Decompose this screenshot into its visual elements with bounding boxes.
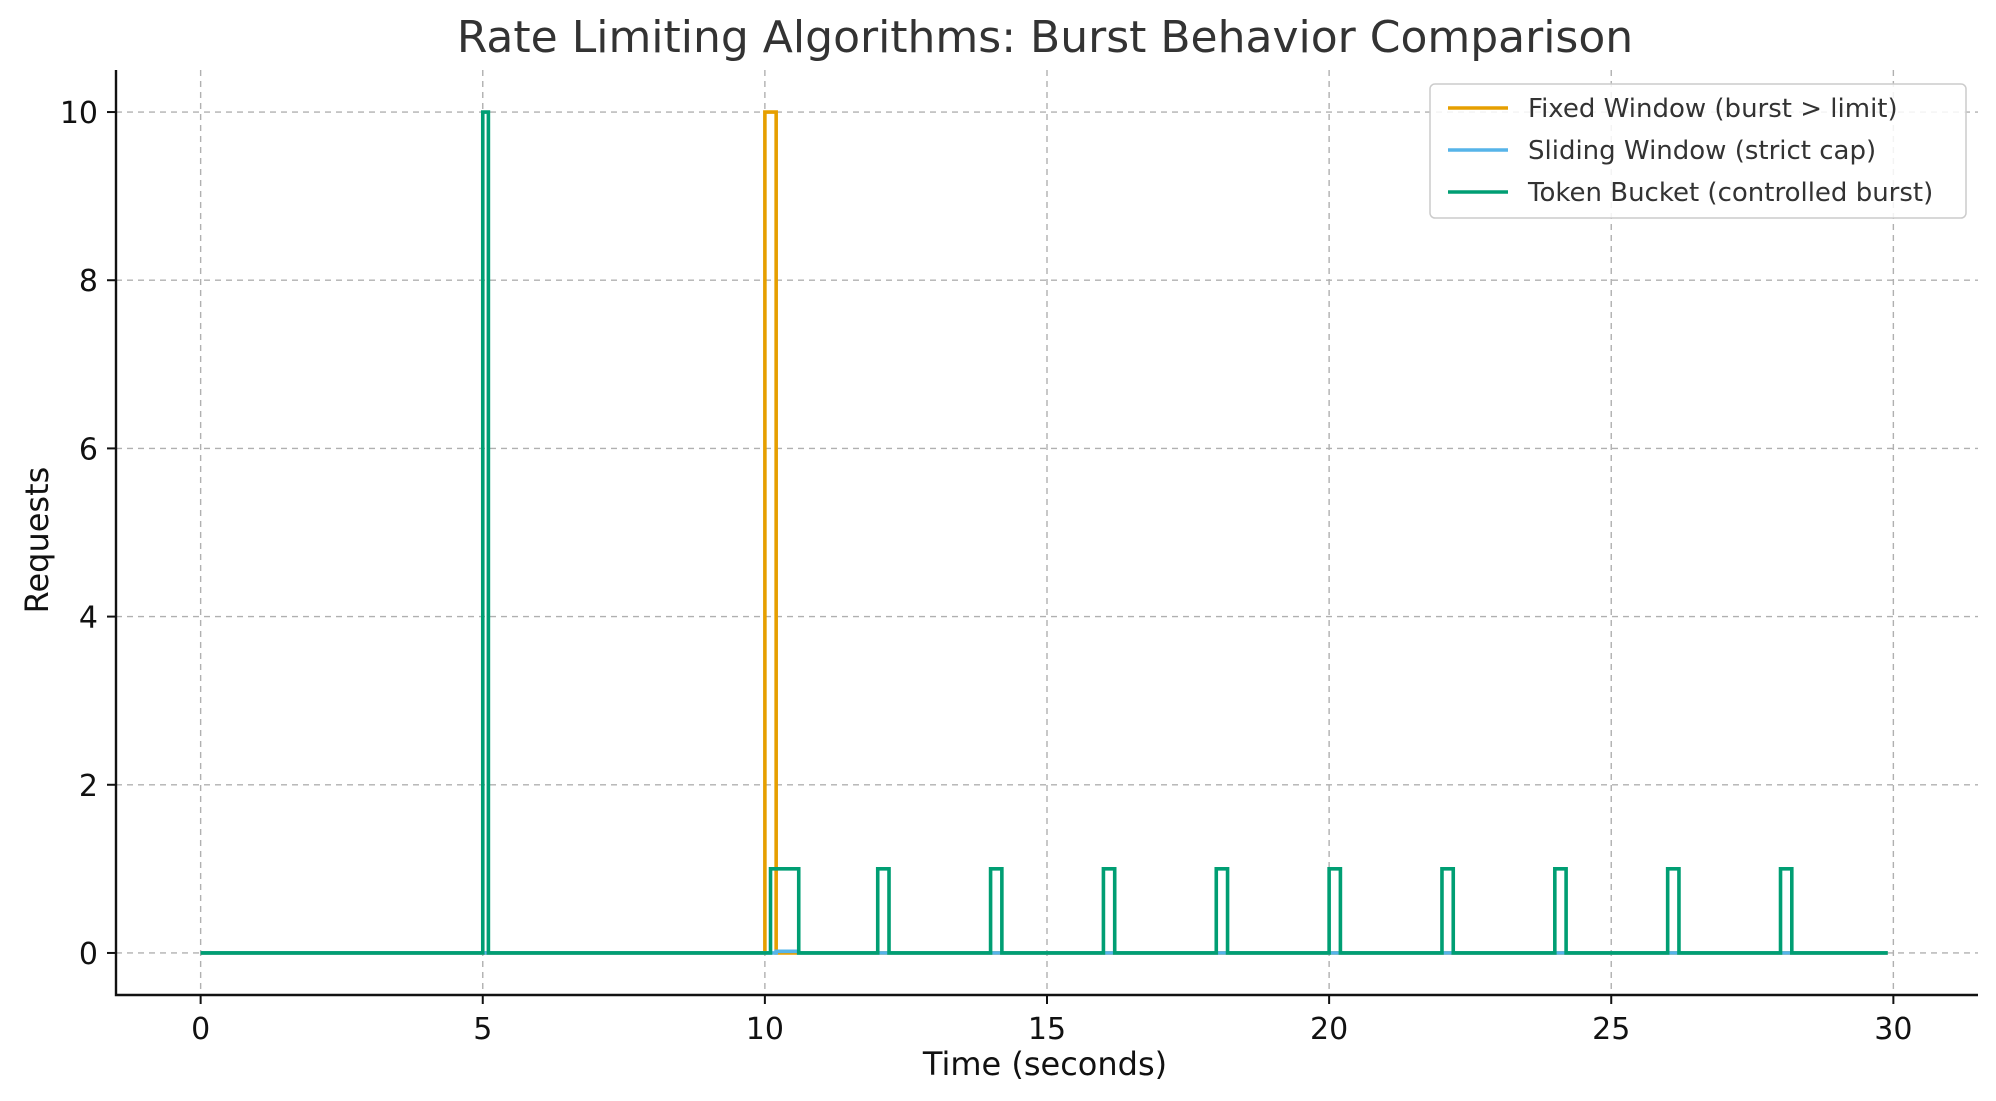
axes-layer xyxy=(114,70,1978,997)
x-tick-label: 10 xyxy=(746,1012,784,1047)
ticks-layer: 0 5 10 15 20 25 30 0 2 4 6 8 10 xyxy=(60,96,1913,1047)
x-tick-label: 0 xyxy=(191,1012,210,1047)
x-tick-label: 30 xyxy=(1874,1012,1912,1047)
y-tick-label: 4 xyxy=(79,601,98,636)
legend: Fixed Window (burst > limit) Sliding Wind… xyxy=(1429,83,1967,219)
x-axis-label: Time (seconds) xyxy=(922,1045,1167,1083)
x-tick-label: 20 xyxy=(1310,1012,1348,1047)
x-tick-label: 15 xyxy=(1028,1012,1066,1047)
y-axis-label: Requests xyxy=(18,467,56,614)
series-line-3 xyxy=(200,110,1888,955)
series-line-1 xyxy=(200,110,1888,955)
y-tick-label: 6 xyxy=(79,432,98,467)
series-layer xyxy=(200,110,1888,955)
legend-frame xyxy=(1429,83,1967,219)
legend-label: Token Bucket (controlled burst) xyxy=(1527,178,1933,208)
legend-items: Fixed Window (burst > limit) Sliding Wind… xyxy=(1448,94,1933,208)
legend-label: Sliding Window (strict cap) xyxy=(1528,136,1876,166)
y-tick-label: 8 xyxy=(79,264,98,299)
y-tick-label: 0 xyxy=(79,937,98,972)
x-tick-label: 5 xyxy=(473,1012,492,1047)
x-tick-label: 25 xyxy=(1592,1012,1630,1047)
legend-label: Fixed Window (burst > limit) xyxy=(1528,94,1898,124)
y-tick-label: 2 xyxy=(79,769,98,804)
y-tick-label: 10 xyxy=(60,96,98,131)
chart-title: Rate Limiting Algorithms: Burst Behavior… xyxy=(457,12,1633,63)
axis-spines xyxy=(114,70,1978,997)
